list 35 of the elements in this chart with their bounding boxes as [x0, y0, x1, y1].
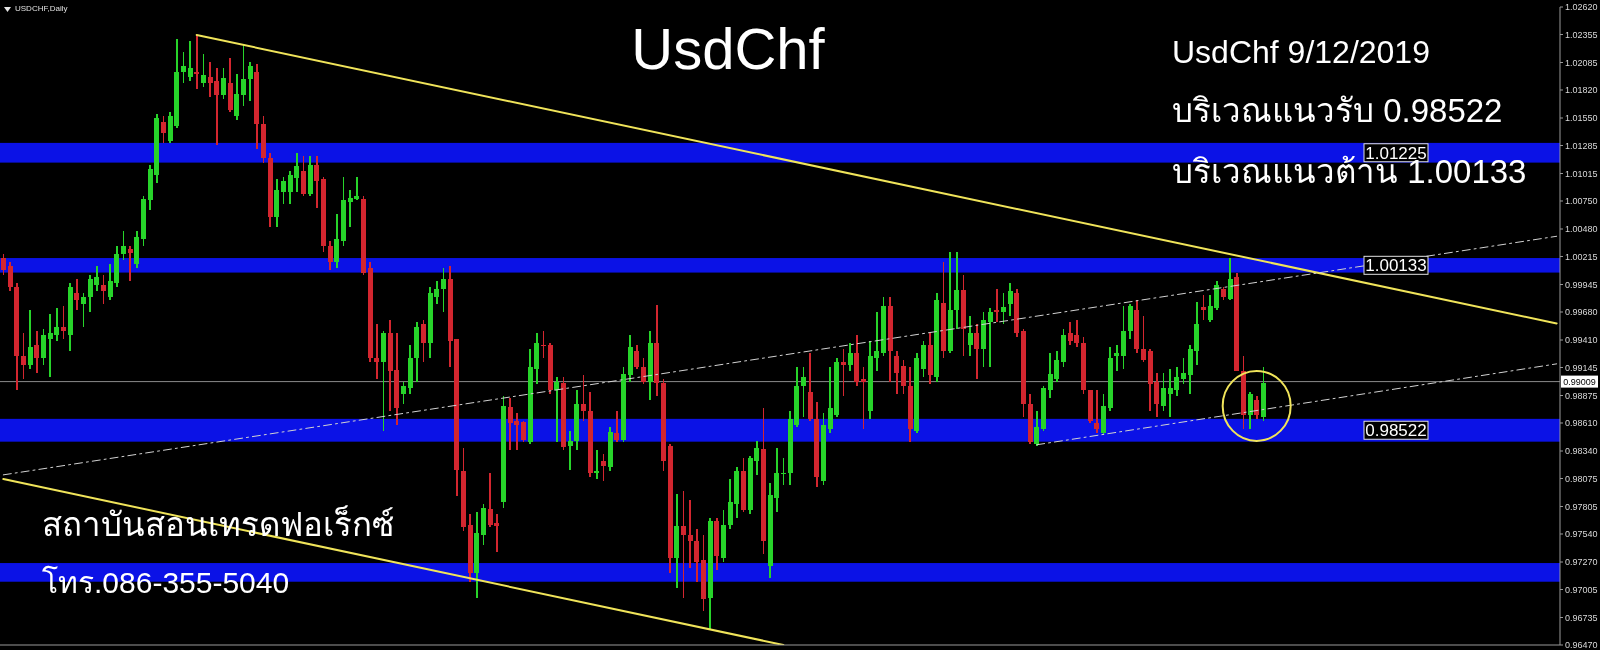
chart-subtitle: USDCHF,Daily — [15, 4, 68, 13]
y-tick-label: 0.97005 — [1565, 584, 1598, 595]
candlestick — [994, 289, 1000, 323]
band-label: 1.00133 — [1365, 255, 1427, 275]
y-tick-label: 0.98610 — [1565, 418, 1598, 429]
y-tick-label: 1.01015 — [1565, 168, 1598, 179]
y-tick-label: 0.99945 — [1565, 279, 1598, 290]
annotation: UsdChf 9/12/2019 — [1172, 34, 1430, 71]
y-tick-label: 0.97805 — [1565, 501, 1598, 512]
y-tick-label: 1.02355 — [1565, 29, 1598, 40]
y-tick-label: 1.00480 — [1565, 224, 1598, 235]
candlestick — [1094, 389, 1100, 434]
y-tick-label: 0.99410 — [1565, 335, 1598, 346]
annotation: บริเวณแนวรับ 0.98522 — [1172, 92, 1503, 130]
y-tick-label: 0.97540 — [1565, 529, 1598, 540]
y-tick-label: 1.00215 — [1565, 251, 1598, 262]
y-tick-label: 1.01820 — [1565, 85, 1598, 96]
y-tick-label: 0.96470 — [1565, 640, 1598, 650]
y-tick-label: 0.98875 — [1565, 390, 1598, 401]
y-tick-label: 0.98075 — [1565, 473, 1598, 484]
y-tick-label: 1.02620 — [1565, 2, 1598, 13]
y-tick-label: 1.02085 — [1565, 57, 1598, 68]
candlestick — [194, 35, 200, 89]
band-label: 0.98522 — [1365, 420, 1427, 440]
y-tick-label: 0.98340 — [1565, 446, 1598, 457]
candlestick — [374, 324, 380, 380]
ref-line-label: 0.99009 — [1563, 376, 1596, 387]
y-tick-label: 1.01550 — [1565, 113, 1598, 124]
y-tick-label: 0.97270 — [1565, 557, 1598, 568]
y-tick-label: 0.99145 — [1565, 362, 1598, 373]
y-tick-label: 0.96735 — [1565, 612, 1598, 623]
y-tick-label: 1.00750 — [1565, 196, 1598, 207]
y-tick-label: 0.99680 — [1565, 307, 1598, 318]
y-tick-label: 1.01285 — [1565, 140, 1598, 151]
chart-title: UsdChf — [631, 16, 825, 81]
